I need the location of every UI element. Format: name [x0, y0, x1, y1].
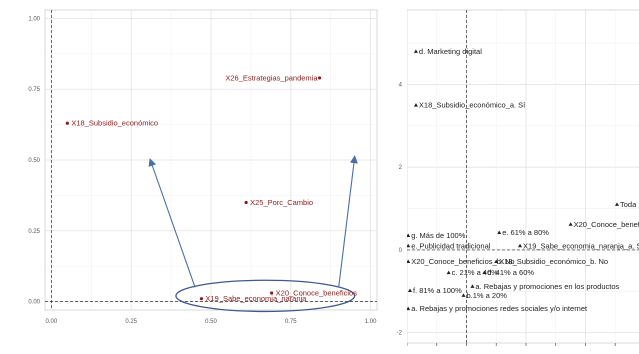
point-label-a-rebajas-y-promociones-en-los-productos: a. Rebajas y promociones en los producto… — [475, 282, 619, 291]
plot-panel — [407, 9, 639, 344]
point-label-toda: Toda — [620, 200, 637, 209]
point-label-e-61-a-80: e. 61% a 80% — [502, 228, 549, 237]
point-label-x20-conoce-beneficios-b-no: X20_Conoce_beneficios_b. No — [411, 257, 514, 266]
point-c-21-a-40 — [446, 270, 451, 275]
point-label-e-publicidad-tradicional: e. Publicidad tradicional — [411, 241, 491, 250]
point-x26-estrategias-pandemia — [317, 76, 322, 80]
chart-right: d. Marketing digital X18_Subsidio_económi… — [397, 9, 639, 346]
point-label-c-21-a-40: c. 21% a 40% — [452, 268, 499, 277]
y-tick-label: 0.75 — [28, 87, 40, 93]
y-tick-label: 1.00 — [28, 16, 40, 22]
y-tick-label: 0.25 — [28, 229, 40, 235]
point-a-rebajas-y-promociones-en-los-productos — [470, 284, 475, 288]
point-toda — [614, 202, 619, 206]
x-tick-label: 0.50 — [205, 319, 217, 325]
point-label-x18-subsidio-economico-a-si: X18_Subsidio_económico_a. Sí — [419, 101, 526, 110]
point-label-d-41-a-60: d. 41% a 60% — [487, 268, 534, 277]
y-tick-label: 0 — [399, 248, 403, 254]
annotation-arrow — [338, 155, 358, 288]
point-x19-sabe-economia-naranja — [199, 297, 204, 301]
y-tick-label: 2 — [399, 165, 403, 171]
highlight-ellipse — [175, 279, 356, 313]
point-label-b-1-a-20: b.1% a 20% — [467, 291, 508, 300]
point-d-41-a-60 — [482, 270, 487, 275]
point-x20-conoce-beneficios-a-si — [568, 222, 573, 226]
point-label-g-mas-de-100: g. Más de 100% — [411, 231, 466, 240]
point-label-d-marketing-digital: d. Marketing digital — [419, 47, 482, 56]
point-label-x25-porc-cambio: X25_Porc_Cambio — [250, 198, 313, 207]
point-x19-sabe-economia-naranja-a-si — [518, 243, 523, 248]
x-tick-label: 0.75 — [285, 319, 297, 325]
point-label-x19-sabe-economia-naranja: X19_Sabe_economia_naranja — [205, 294, 307, 303]
point-a-rebajas-y-promociones-redes-sociales-y-o-internet — [407, 306, 411, 311]
point-x20-conoce-beneficios-b-no — [407, 259, 411, 264]
point-label-x18-subsidio-economico-b-no: X18_Subsidio_económico_b. No — [499, 257, 608, 266]
point-label-x18-subsidio-economico: X18_Subsidio_económico — [71, 119, 158, 128]
point-label-x20-conoce-beneficios: X20_Conoce_beneficios — [276, 289, 358, 298]
x-tick-label: 0.25 — [125, 319, 137, 325]
point-d-marketing-digital — [413, 49, 418, 53]
x-tick-label: 0.00 — [46, 319, 58, 325]
point-x20-conoce-beneficios — [270, 291, 274, 295]
point-label-x26-estrategias-pandemia: X26_Estrategias_pandemia — [225, 73, 318, 82]
point-label-x19-sabe-economia-naranja-a-si: X19_Sabe_economia_naranja_a. Sí — [523, 241, 639, 250]
annotation-arrow — [148, 158, 196, 288]
point-label-x20-conoce-beneficios-a-si: X20_Conoce_beneficios_a. Sí — [574, 220, 639, 229]
point-label-a-rebajas-y-promociones-redes-sociales-y-o-internet: a. Rebajas y promociones redes sociales … — [411, 304, 588, 313]
point-e-publicidad-tradicional — [407, 243, 411, 248]
point-x18-subsidio-economico-a-si — [413, 103, 418, 107]
point-g-mas-de-100 — [407, 233, 411, 237]
point-x18-subsidio-economico — [65, 121, 69, 125]
point-label-f-81-a-100: f. 81% a 100% — [413, 286, 462, 295]
chart-right-inner: d. Marketing digital X18_Subsidio_económi… — [407, 9, 639, 346]
y-tick-label: -2 — [397, 331, 403, 337]
point-e-61-a-80 — [497, 230, 502, 235]
point-f-81-a-100 — [407, 288, 412, 292]
y-tick-label: 4 — [399, 82, 403, 88]
y-tick-label: 0.00 — [28, 300, 40, 306]
y-tick-label: 0.50 — [28, 158, 40, 164]
point-x25-porc-cambio — [244, 200, 248, 205]
point-x18-subsidio-economico-b-no — [494, 259, 499, 264]
chart-left: 0.00 0.00 0.25 0.25 0.50 0.50 0.75 0.75 1.00 1.00… — [28, 9, 378, 325]
x-tick-label: 1.00 — [365, 319, 377, 325]
point-b-1-a-20 — [461, 293, 466, 297]
